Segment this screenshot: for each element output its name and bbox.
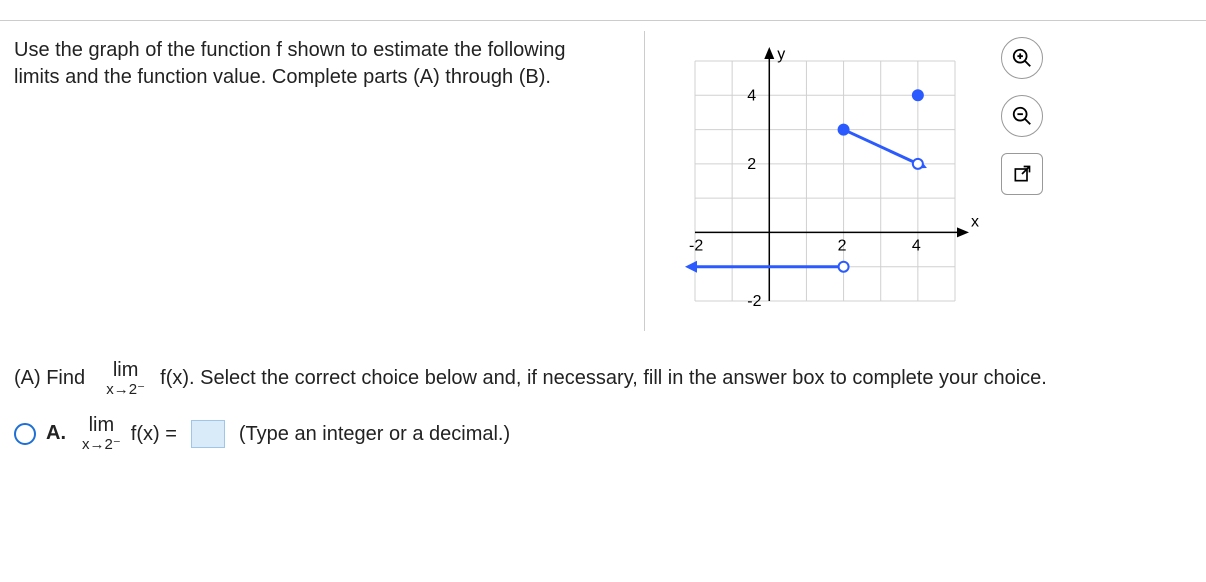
svg-text:-2: -2 — [747, 293, 761, 310]
part-a-limit-expr: lim x→2⁻ — [106, 360, 145, 397]
vertical-divider — [644, 31, 645, 331]
choice-a-radio[interactable] — [14, 423, 36, 445]
choice-a-label: A. — [46, 415, 66, 447]
choice-a-limit-expr: lim x→2⁻ — [82, 415, 121, 452]
answer-input[interactable] — [191, 420, 225, 448]
svg-text:-2: -2 — [689, 237, 703, 254]
choice-a-row: A. lim x→2⁻ f(x) = (Type an integer or a… — [14, 415, 1192, 452]
part-a-intro-post: Select the correct choice below and, if … — [200, 367, 1047, 389]
graph-canvas: -2 2 4 -2 2 4 x y — [665, 31, 985, 331]
upper-region: Use the graph of the function f shown to… — [0, 21, 1206, 341]
problem-prompt: Use the graph of the function f shown to… — [14, 31, 614, 331]
lim-sub: x→2⁻ — [82, 437, 121, 452]
lower-region: (A) Find lim x→2⁻ f(x). Select the corre… — [0, 341, 1206, 462]
lim-sub: x→2⁻ — [106, 382, 145, 397]
graph-tools — [1001, 37, 1043, 195]
svg-text:x: x — [971, 213, 979, 230]
zoom-out-button[interactable] — [1001, 95, 1043, 137]
zoom-in-button[interactable] — [1001, 37, 1043, 79]
choice-a-hint: (Type an integer or a decimal.) — [239, 420, 510, 448]
lim-word: lim — [113, 360, 139, 380]
svg-text:4: 4 — [912, 237, 921, 254]
graph-column: -2 2 4 -2 2 4 x y — [665, 31, 1043, 331]
part-a-intro-pre: (A) Find — [14, 367, 85, 389]
part-a-question: (A) Find lim x→2⁻ f(x). Select the corre… — [14, 360, 1192, 397]
popout-button[interactable] — [1001, 153, 1043, 195]
svg-text:2: 2 — [747, 156, 756, 173]
svg-text:4: 4 — [747, 87, 756, 104]
lim-word: lim — [89, 415, 115, 435]
part-a-fx: f(x). — [160, 367, 194, 389]
choice-a-fx-eq: f(x) = — [131, 420, 177, 448]
popout-icon — [1012, 164, 1032, 184]
zoom-in-icon — [1011, 47, 1033, 69]
zoom-out-icon — [1011, 105, 1033, 127]
svg-text:2: 2 — [838, 237, 847, 254]
svg-text:y: y — [777, 46, 785, 63]
